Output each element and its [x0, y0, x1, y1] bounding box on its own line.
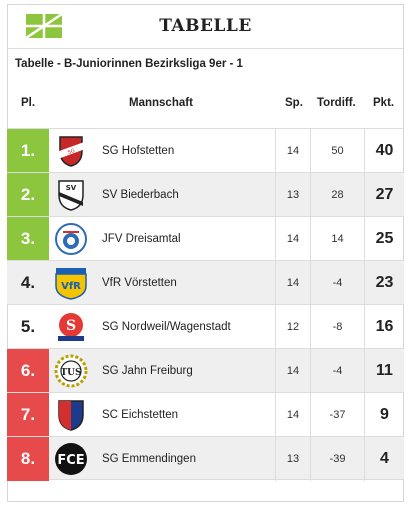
- svg-text:SV: SV: [66, 184, 77, 192]
- column-header-team: Mannschaft: [129, 97, 193, 109]
- position-cell: 1.: [7, 129, 49, 173]
- team-crest-icon: FCE: [55, 443, 87, 475]
- games-cell: 14: [275, 129, 310, 173]
- team-name[interactable]: SG Emmendingen: [102, 453, 196, 465]
- table-row[interactable]: 7. SC Eichstetten 14 -37 9: [7, 392, 404, 437]
- games-cell: 14: [275, 393, 310, 437]
- brand-logo-icon: [26, 14, 62, 38]
- position-cell: 8.: [7, 437, 49, 481]
- standings-table: 1. SG SG Hofstetten 14 50 40 2. SV SV Bi…: [7, 128, 404, 481]
- team-crest-icon: TUS: [54, 354, 88, 388]
- position-cell: 2.: [7, 173, 49, 217]
- widget-header: TABELLE: [8, 5, 403, 49]
- team-name[interactable]: SV Biederbach: [102, 189, 179, 201]
- svg-text:VfR: VfR: [61, 281, 81, 292]
- points-cell: 11: [364, 349, 404, 393]
- table-row[interactable]: 5. S SG Nordweil/Wagenstadt 12 -8 16: [7, 304, 404, 349]
- svg-text:S: S: [66, 318, 76, 334]
- team-name[interactable]: SG Hofstetten: [102, 145, 175, 157]
- goal-diff-cell: -39: [310, 437, 364, 481]
- svg-text:FCE: FCE: [57, 453, 84, 468]
- column-header-points: Pkt.: [373, 97, 395, 109]
- games-cell: 14: [275, 261, 310, 305]
- team-name[interactable]: VfR Vörstetten: [102, 277, 177, 289]
- team-name[interactable]: SC Eichstetten: [102, 409, 179, 421]
- points-cell: 23: [364, 261, 404, 305]
- position-cell: 3.: [7, 217, 49, 261]
- table-row[interactable]: 2. SV SV Biederbach 13 28 27: [7, 172, 404, 217]
- goal-diff-cell: 14: [310, 217, 364, 261]
- table-row[interactable]: 1. SG SG Hofstetten 14 50 40: [7, 128, 404, 173]
- position-cell: 7.: [7, 393, 49, 437]
- team-name[interactable]: SG Jahn Freiburg: [102, 365, 193, 377]
- points-cell: 25: [364, 217, 404, 261]
- goal-diff-cell: 50: [310, 129, 364, 173]
- points-cell: 27: [364, 173, 404, 217]
- goal-diff-cell: -4: [310, 261, 364, 305]
- team-name[interactable]: SG Nordweil/Wagenstadt: [102, 321, 231, 333]
- column-header-goal-diff: Tordiff.: [317, 97, 356, 109]
- position-cell: 6.: [7, 349, 49, 393]
- goal-diff-cell: -37: [310, 393, 364, 437]
- column-header-pos: Pl.: [21, 97, 36, 109]
- points-cell: 9: [364, 393, 404, 437]
- team-crest-icon: SG: [56, 136, 86, 167]
- position-cell: 4.: [20, 273, 36, 292]
- team-crest-icon: [58, 400, 84, 431]
- points-cell: 4: [364, 437, 404, 481]
- svg-text:SG: SG: [67, 148, 76, 156]
- points-cell: 16: [364, 305, 404, 349]
- table-row[interactable]: 4. VfR VfR Vörstetten 14 -4 23: [7, 260, 404, 305]
- points-cell: 40: [364, 129, 404, 173]
- svg-text:TUS: TUS: [60, 368, 81, 378]
- table-row[interactable]: 8. FCE SG Emmendingen 13 -39 4: [7, 436, 404, 481]
- team-crest-icon: S: [58, 313, 84, 341]
- games-cell: 14: [275, 217, 310, 261]
- table-row[interactable]: 6. TUS SG Jahn Freiburg 14 -4 11: [7, 348, 404, 393]
- games-cell: 12: [275, 305, 310, 349]
- team-name[interactable]: JFV Dreisamtal: [102, 233, 181, 245]
- games-cell: 14: [275, 349, 310, 393]
- widget-title: TABELLE: [159, 16, 252, 36]
- league-subtitle: Tabelle - B-Juniorinnen Bezirksliga 9er …: [15, 58, 243, 70]
- goal-diff-cell: -8: [310, 305, 364, 349]
- goal-diff-cell: 28: [310, 173, 364, 217]
- team-crest-icon: [55, 223, 87, 255]
- games-cell: 13: [275, 173, 310, 217]
- position-cell: 5.: [20, 317, 36, 336]
- table-row[interactable]: 3. JFV Dreisamtal 14 14 25: [7, 216, 404, 261]
- team-crest-icon: VfR: [55, 268, 87, 300]
- goal-diff-cell: -4: [310, 349, 364, 393]
- games-cell: 13: [275, 437, 310, 481]
- column-header-games: Sp.: [285, 97, 303, 109]
- team-crest-icon: SV: [58, 180, 84, 211]
